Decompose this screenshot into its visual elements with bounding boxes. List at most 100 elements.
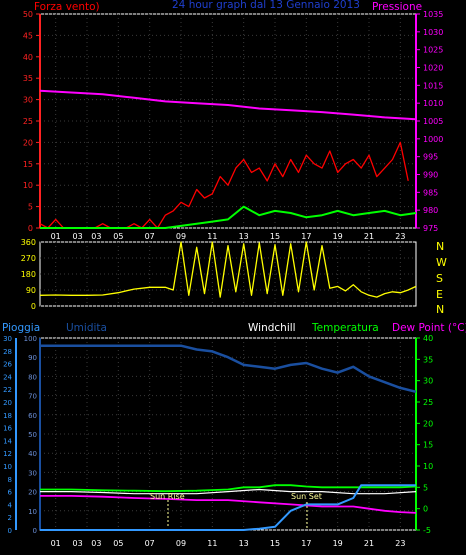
umidita-tick-label: 100 xyxy=(24,335,37,343)
umidita-tick-label: 70 xyxy=(28,393,37,401)
pioggia-tick-label: 22 xyxy=(3,386,12,394)
x-tick-label: 19 xyxy=(333,232,343,241)
y-tick-label: 15 xyxy=(23,160,33,169)
label-windchill: Windchill xyxy=(248,322,296,334)
x-tick-label: 21 xyxy=(364,232,374,241)
x-tick-label: 09 xyxy=(176,539,186,548)
x-tick-label: 03 xyxy=(73,539,83,548)
y-right-tick-label: 1020 xyxy=(423,64,443,73)
y-tick-label: 40 xyxy=(23,53,33,62)
temp-tick-label: 40 xyxy=(423,334,433,343)
x-tick-label: 21 xyxy=(364,539,374,548)
series-wind-gust xyxy=(39,141,409,229)
x-tick-label: 15 xyxy=(270,539,280,548)
compass-n-top: N xyxy=(436,240,444,253)
x-tick-label: 23 xyxy=(395,539,405,548)
compass-n-bottom: N xyxy=(436,303,444,316)
label-pioggia: Pioggia xyxy=(2,322,40,334)
x-tick-label: 19 xyxy=(333,539,343,548)
header-right: Pressione xyxy=(372,1,422,13)
y-right-tick-label: 1025 xyxy=(423,46,443,55)
umidita-tick-label: 0 xyxy=(33,527,37,535)
y-right-tick-label: 1000 xyxy=(423,135,443,144)
pioggia-tick-label: 26 xyxy=(3,361,12,369)
y-tick-label: 50 xyxy=(23,10,33,19)
y-tick-label: 45 xyxy=(23,31,33,40)
pioggia-tick-label: 0 xyxy=(8,527,12,535)
temp-tick-label: 35 xyxy=(423,355,433,364)
label-umidita: Umidita xyxy=(66,322,107,334)
umidita-tick-label: 20 xyxy=(28,489,37,497)
temp-tick-label: 20 xyxy=(423,419,433,428)
x-tick-label: 01 xyxy=(51,232,61,241)
x-tick-label: 17 xyxy=(301,539,311,548)
direction-tick-label: 360 xyxy=(21,238,36,247)
temp-tick-label: 30 xyxy=(423,377,433,386)
pioggia-tick-label: 10 xyxy=(3,463,12,471)
x-tick-label: 11 xyxy=(207,539,217,548)
direction-tick-label: 0 xyxy=(31,302,36,311)
y-tick-label: 10 xyxy=(23,181,33,190)
y-right-tick-label: 1015 xyxy=(423,81,443,90)
x-tick-label: 11 xyxy=(207,232,217,241)
compass-w: W xyxy=(436,256,447,269)
umidita-tick-label: 60 xyxy=(28,412,37,420)
label-dewpoint: Dew Point (°C) xyxy=(392,322,466,334)
y-right-tick-label: 1030 xyxy=(423,28,443,37)
y-right-tick-label: 990 xyxy=(423,171,438,180)
temp-tick-label: -5 xyxy=(423,526,431,535)
header-center: 24 hour graph dal 13 Gennaio 2013 xyxy=(172,0,360,11)
pioggia-tick-label: 16 xyxy=(3,425,12,433)
series-wind-direction xyxy=(39,241,417,298)
umidita-tick-label: 10 xyxy=(28,508,37,516)
label-temperatura: Temperatura xyxy=(311,322,379,334)
temp-tick-label: 10 xyxy=(423,462,433,471)
x-tick-label: 03 xyxy=(73,232,83,241)
y-right-tick-label: 1005 xyxy=(423,117,443,126)
y-tick-label: 20 xyxy=(23,138,33,147)
x-tick-label: 07 xyxy=(145,232,155,241)
y-tick-label: 30 xyxy=(23,96,33,105)
x-tick-label: 03 xyxy=(91,539,101,548)
pioggia-tick-label: 6 xyxy=(8,489,13,497)
pioggia-tick-label: 12 xyxy=(3,450,12,458)
temp-tick-label: 0 xyxy=(423,505,428,514)
umidita-tick-label: 80 xyxy=(28,373,37,381)
pioggia-tick-label: 2 xyxy=(8,514,12,522)
compass-e: E xyxy=(436,288,443,301)
direction-tick-label: 270 xyxy=(21,254,36,263)
y-tick-label: 35 xyxy=(23,74,33,83)
x-tick-label: 09 xyxy=(176,232,186,241)
x-tick-label: 03 xyxy=(91,232,101,241)
header-left: Forza vento) xyxy=(34,1,100,13)
series-temperatura xyxy=(40,484,417,493)
y-tick-label: 5 xyxy=(28,203,33,212)
sunrise-label: Sun Rise xyxy=(150,492,185,501)
y-right-tick-label: 975 xyxy=(423,224,438,233)
pioggia-tick-label: 14 xyxy=(3,437,12,445)
pioggia-tick-label: 20 xyxy=(3,399,12,407)
pioggia-tick-label: 24 xyxy=(3,373,12,381)
series-umidita xyxy=(40,344,417,394)
pioggia-tick-label: 30 xyxy=(3,335,12,343)
y-right-tick-label: 1035 xyxy=(423,10,443,19)
direction-tick-label: 180 xyxy=(21,270,36,279)
x-tick-label: 07 xyxy=(145,539,155,548)
compass-s: S xyxy=(436,272,443,285)
x-tick-label: 15 xyxy=(270,232,280,241)
pioggia-tick-label: 8 xyxy=(8,476,12,484)
temp-tick-label: 25 xyxy=(423,398,433,407)
pioggia-tick-label: 18 xyxy=(3,412,12,420)
x-tick-label: 05 xyxy=(113,539,123,548)
y-right-tick-label: 980 xyxy=(423,206,438,215)
x-tick-label: 05 xyxy=(113,232,123,241)
pioggia-tick-label: 4 xyxy=(8,501,13,509)
y-right-tick-label: 1010 xyxy=(423,99,443,108)
x-tick-label: 13 xyxy=(239,232,249,241)
x-tick-label: 17 xyxy=(301,232,311,241)
x-tick-label: 23 xyxy=(395,232,405,241)
series-pressure xyxy=(39,89,417,121)
series-dewpoint xyxy=(40,495,417,514)
x-tick-label: 01 xyxy=(51,539,61,548)
umidita-tick-label: 40 xyxy=(28,450,37,458)
